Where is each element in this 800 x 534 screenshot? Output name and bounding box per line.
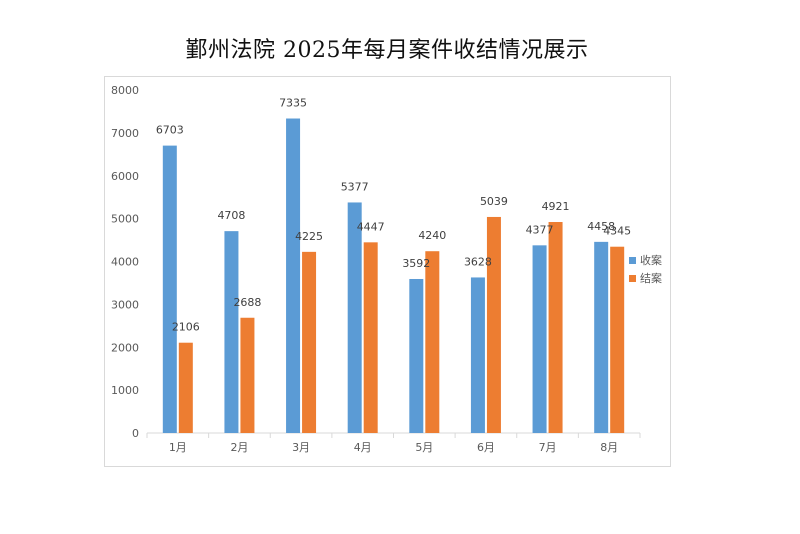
data-label: 3592 — [402, 257, 430, 270]
data-label: 4447 — [357, 220, 385, 233]
plot-area-frame — [104, 76, 671, 467]
x-category-label: 1月 — [169, 441, 187, 454]
y-tick-label: 1000 — [111, 384, 139, 397]
bar-收案 — [224, 231, 239, 433]
y-tick-label: 2000 — [111, 341, 139, 354]
data-labels-group: 6703 4708 7335 5377 3592 3628 4377 4458 2106 2688… — [156, 97, 631, 334]
data-label: 4377 — [526, 223, 554, 236]
data-label: 4708 — [217, 209, 245, 222]
bar-series-group — [162, 118, 625, 433]
data-label: 5377 — [341, 180, 369, 193]
y-tick-label: 4000 — [111, 256, 139, 269]
data-label: 4458 — [587, 220, 615, 233]
bar-结案 — [240, 317, 255, 433]
data-label: 4240 — [418, 229, 446, 242]
data-label: 2106 — [172, 321, 200, 334]
bar-收案 — [470, 277, 485, 433]
legend-label: 结案 — [640, 271, 662, 285]
data-label: 4921 — [542, 200, 570, 213]
x-category-label: 2月 — [230, 441, 248, 454]
data-label: 6703 — [156, 124, 184, 137]
x-category-label: 5月 — [415, 441, 433, 454]
y-tick-label: 6000 — [111, 170, 139, 183]
x-category-label: 8月 — [600, 441, 618, 454]
x-category-label: 7月 — [539, 441, 557, 454]
data-label: 7335 — [279, 97, 307, 110]
x-axis: 1月 2月 3月 4月 5月 6月 7月 8月 — [146, 432, 641, 454]
y-tick-label: 0 — [132, 427, 139, 440]
y-axis-tick-labels: 0 1000 2000 3000 4000 5000 6000 7000 8000 — [111, 84, 139, 440]
data-label: 2688 — [233, 296, 261, 309]
bar-结案 — [486, 216, 501, 433]
chart-title: 鄞州法院 2025年每月案件收结情况展示 — [185, 38, 589, 63]
bar-结案 — [302, 251, 317, 433]
bar-收案 — [162, 145, 177, 433]
bar-结案 — [363, 242, 378, 433]
bar-结案 — [610, 246, 625, 433]
bar-收案 — [347, 202, 362, 433]
data-label: 4345 — [603, 225, 631, 238]
x-category-label: 4月 — [354, 441, 372, 454]
data-label: 4225 — [295, 230, 323, 243]
x-category-label: 6月 — [477, 441, 495, 454]
data-label: 3628 — [464, 255, 492, 268]
bar-收案 — [409, 278, 424, 433]
legend-swatch — [629, 275, 636, 282]
bar-收案 — [286, 118, 301, 433]
bar-结案 — [548, 222, 563, 433]
legend-swatch — [629, 257, 636, 264]
bar-结案 — [178, 342, 193, 433]
bar-收案 — [532, 245, 547, 433]
bar-结案 — [425, 251, 440, 433]
legend-label: 收案 — [640, 253, 662, 267]
bar-收案 — [594, 241, 609, 433]
y-tick-label: 5000 — [111, 213, 139, 226]
y-tick-label: 7000 — [111, 127, 139, 140]
y-tick-label: 3000 — [111, 298, 139, 311]
data-label: 5039 — [480, 195, 508, 208]
y-tick-label: 8000 — [111, 84, 139, 97]
x-category-label: 3月 — [292, 441, 310, 454]
